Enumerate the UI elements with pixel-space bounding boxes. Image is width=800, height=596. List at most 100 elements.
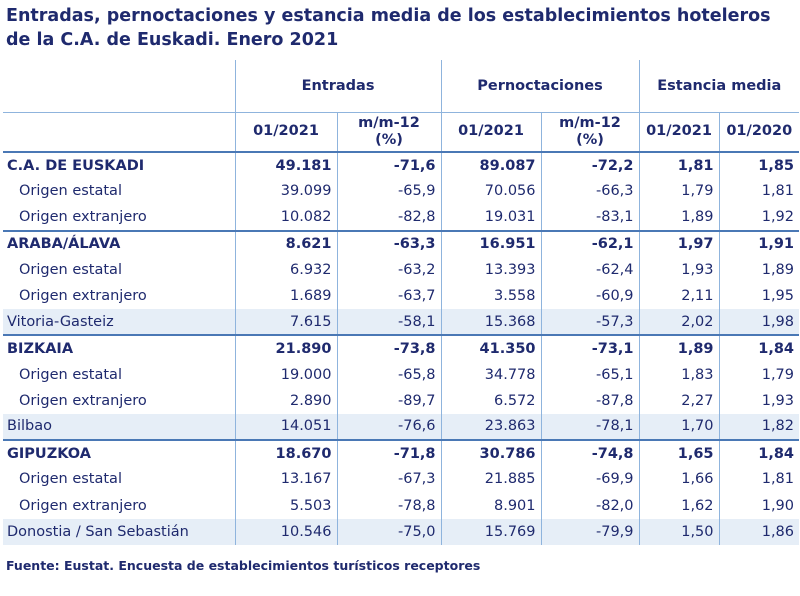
table-cell: 1,81 bbox=[638, 152, 720, 179]
table-cell: 3.558 bbox=[440, 282, 542, 310]
table-cell: 2.890 bbox=[234, 387, 337, 414]
table-cell: 14.051 bbox=[234, 413, 337, 441]
table-cell: -65,8 bbox=[336, 361, 442, 388]
table-cell: 21.885 bbox=[440, 466, 542, 493]
table-cell: 1,97 bbox=[638, 229, 720, 257]
table-cell: 19.031 bbox=[440, 204, 542, 231]
table-cell: 18.670 bbox=[234, 439, 337, 467]
table-cell: -63,7 bbox=[336, 282, 442, 310]
table-cell: 6.932 bbox=[234, 256, 337, 283]
table-cell: 15.769 bbox=[440, 518, 542, 545]
table-cell: 1,95 bbox=[718, 282, 800, 310]
table-cell: 2,02 bbox=[638, 309, 720, 336]
table-cell: -63,3 bbox=[336, 229, 442, 257]
table-row: Origen extranjero 5.503 -78,8 8.901 -82,0 1,6… bbox=[3, 492, 800, 519]
table-cell: 1,91 bbox=[718, 229, 800, 257]
table-cell: 1,66 bbox=[638, 466, 720, 493]
header-label-blank bbox=[3, 112, 235, 153]
table-cell: 1,65 bbox=[638, 439, 720, 467]
table-cell: -82,8 bbox=[336, 204, 442, 231]
title-line-1: Entradas, pernoctaciones y estancia medi… bbox=[6, 6, 771, 26]
header-group-estancia: Estancia media bbox=[638, 60, 800, 113]
table-title: Entradas, pernoctaciones y estancia medi… bbox=[6, 4, 796, 52]
table-cell: 1,79 bbox=[718, 361, 800, 388]
table-cell: -82,0 bbox=[540, 492, 640, 519]
source-note: Fuente: Eustat. Encuesta de establecimie… bbox=[6, 558, 481, 573]
table-row: Origen estatal 13.167 -67,3 21.885 -69,9 1,66… bbox=[3, 466, 800, 493]
row-label: Origen extranjero bbox=[19, 392, 147, 409]
table-cell: 49.181 bbox=[234, 152, 337, 179]
header-entradas-mm12-line2: (%) bbox=[375, 131, 403, 148]
table-cell: 1,89 bbox=[638, 204, 720, 231]
row-label: Vitoria-Gasteiz bbox=[3, 309, 235, 336]
table-cell: 1,62 bbox=[638, 492, 720, 519]
table-row: C.A. DE EUSKADI 49.181 -71,6 89.087 -72,2 1,8… bbox=[3, 152, 800, 179]
table-cell: 1,90 bbox=[718, 492, 800, 519]
row-label: Origen estatal bbox=[19, 261, 122, 278]
table-cell: -60,9 bbox=[540, 282, 640, 310]
table-cell: 1,86 bbox=[718, 518, 800, 545]
table-cell: 13.393 bbox=[440, 256, 542, 283]
table-cell: 1,93 bbox=[638, 256, 720, 283]
table-cell: 7.615 bbox=[234, 309, 337, 336]
table-body: C.A. DE EUSKADI 49.181 -71,6 89.087 -72,2 1,8… bbox=[3, 152, 800, 545]
table-cell: 16.951 bbox=[440, 229, 542, 257]
table-cell: 1,82 bbox=[718, 413, 800, 441]
table-row: GIPUZKOA 18.670 -71,8 30.786 -74,8 1,65 1,84 bbox=[3, 439, 800, 467]
table-cell: -78,1 bbox=[540, 413, 640, 441]
table-cell: -73,8 bbox=[336, 334, 442, 362]
table-row: Origen extranjero 10.082 -82,8 19.031 -83,1 1… bbox=[3, 204, 800, 231]
table-cell: 1,79 bbox=[638, 178, 720, 205]
table-cell: -69,9 bbox=[540, 466, 640, 493]
table-cell: 34.778 bbox=[440, 361, 542, 388]
header-estancia-0120: 01/2020 bbox=[718, 112, 800, 153]
table-cell: 41.350 bbox=[440, 334, 542, 362]
table-cell: -76,6 bbox=[336, 413, 442, 441]
table-cell: -62,4 bbox=[540, 256, 640, 283]
table-cell: 1,81 bbox=[718, 466, 800, 493]
table-cell: -63,2 bbox=[336, 256, 442, 283]
header-entradas-0121: 01/2021 bbox=[234, 112, 337, 153]
table-row: BIZKAIA 21.890 -73,8 41.350 -73,1 1,89 1,84 bbox=[3, 334, 800, 362]
row-label: GIPUZKOA bbox=[3, 439, 235, 467]
table-row: Origen extranjero 1.689 -63,7 3.558 -60,9 2,1… bbox=[3, 282, 800, 310]
table-cell: 6.572 bbox=[440, 387, 542, 414]
table-cell: -75,0 bbox=[336, 518, 442, 545]
table-cell: 1,70 bbox=[638, 413, 720, 441]
row-label: Origen extranjero bbox=[19, 208, 147, 225]
row-label: ARABA/ÁLAVA bbox=[3, 229, 235, 257]
row-label: Origen extranjero bbox=[19, 288, 147, 305]
table-cell: 1,93 bbox=[718, 387, 800, 414]
table-cell: -83,1 bbox=[540, 204, 640, 231]
row-label: C.A. DE EUSKADI bbox=[7, 157, 145, 174]
title-line-2: de la C.A. de Euskadi. Enero 2021 bbox=[6, 30, 339, 50]
header-corner bbox=[3, 60, 235, 113]
table-cell: 2,11 bbox=[638, 282, 720, 310]
table-cell: -79,9 bbox=[540, 518, 640, 545]
table-cell: 10.082 bbox=[234, 204, 337, 231]
table-cell: 23.863 bbox=[440, 413, 542, 441]
header-pernoct-mm12-line2: (%) bbox=[576, 131, 604, 148]
table-cell: -58,1 bbox=[336, 309, 442, 336]
row-label: Origen estatal bbox=[19, 471, 122, 488]
row-label: Bilbao bbox=[3, 413, 235, 441]
table-cell: 1,83 bbox=[638, 361, 720, 388]
table-row: Bilbao 14.051 -76,6 23.863 -78,1 1,70 1,82 bbox=[3, 413, 800, 441]
table-cell: 1,84 bbox=[718, 334, 800, 362]
table-cell: -57,3 bbox=[540, 309, 640, 336]
table-cell: 30.786 bbox=[440, 439, 542, 467]
table-cell: 1,98 bbox=[718, 309, 800, 336]
table-cell: 21.890 bbox=[234, 334, 337, 362]
table-cell: -71,6 bbox=[336, 152, 442, 179]
table-cell: 8.901 bbox=[440, 492, 542, 519]
table-cell: 1,85 bbox=[718, 152, 800, 179]
table-cell: -87,8 bbox=[540, 387, 640, 414]
table-cell: -65,1 bbox=[540, 361, 640, 388]
table-row: Origen estatal 6.932 -63,2 13.393 -62,4 1,93 1… bbox=[3, 256, 800, 283]
header-pernoct-0121: 01/2021 bbox=[440, 112, 542, 153]
table-cell: 1,81 bbox=[718, 178, 800, 205]
table-cell: -73,1 bbox=[540, 334, 640, 362]
row-label: Origen estatal bbox=[19, 366, 122, 383]
table-cell: -67,3 bbox=[336, 466, 442, 493]
table-row: Donostia / San Sebastián 10.546 -75,0 15.76… bbox=[3, 518, 800, 545]
